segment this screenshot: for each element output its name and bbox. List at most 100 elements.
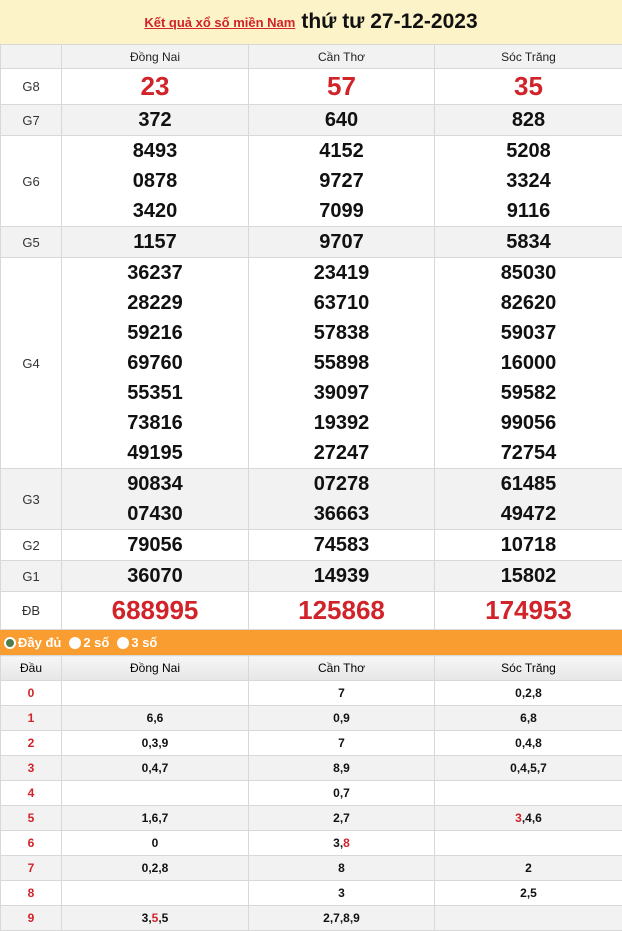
prize-label: G4 [1, 258, 62, 469]
prize-cell: 79056 [62, 530, 249, 561]
loto-cell: 2,7 [249, 806, 435, 831]
loto-cell [435, 906, 622, 931]
prize-number: 63710 [249, 288, 434, 318]
prize-number: 7099 [249, 196, 434, 226]
prize-number: 69760 [62, 348, 248, 378]
loto-digits: 0,2,8 [515, 686, 542, 700]
prize-number: 59216 [62, 318, 248, 348]
prize-number: 36237 [62, 258, 248, 288]
loto-digits: ,4,6 [522, 811, 542, 825]
prize-cell: 14939 [249, 561, 435, 592]
loto-cell [435, 831, 622, 856]
prize-number: 16000 [435, 348, 622, 378]
filter-label: Đầy đủ [18, 635, 61, 650]
loto-cell: 2,7,8,9 [249, 906, 435, 931]
head-digit: 9 [1, 906, 62, 931]
loto-digits: 3, [142, 911, 152, 925]
prize-number: 55898 [249, 348, 434, 378]
loto-cell: 0,4,5,7 [435, 756, 622, 781]
loto-cell [62, 881, 249, 906]
prize-cell: 15802 [435, 561, 622, 592]
prize-number: 36070 [62, 561, 248, 591]
prize-number: 85030 [435, 258, 622, 288]
radio-icon[interactable] [69, 637, 81, 649]
prize-number: 55351 [62, 378, 248, 408]
prize-label: ĐB [1, 592, 62, 630]
province-header[interactable]: Đồng Nai [62, 45, 249, 69]
head-digit: 6 [1, 831, 62, 856]
province-header[interactable]: Sóc Trăng [435, 45, 622, 69]
prize-cell: 5834 [435, 227, 622, 258]
loto-digits: 0,4,8 [515, 736, 542, 750]
prize-cell: 828 [435, 105, 622, 136]
loto-digits: 2,7,8,9 [323, 911, 360, 925]
prize-number: 72754 [435, 438, 622, 468]
prize-cell: 10718 [435, 530, 622, 561]
radio-icon[interactable] [4, 637, 16, 649]
prize-number: 23 [62, 69, 248, 104]
loto-digits: 6,8 [520, 711, 537, 725]
loto-filter-bar: Đầy đủ 2 số 3 số [0, 630, 622, 655]
radio-icon[interactable] [117, 637, 129, 649]
head-digit: 0 [1, 681, 62, 706]
head-digit: 2 [1, 731, 62, 756]
prize-number: 79056 [62, 530, 248, 560]
loto-digits: 0,4,7 [142, 761, 169, 775]
prize-number: 3420 [62, 196, 248, 226]
results-link[interactable]: Kết quả xổ số miền Nam [144, 15, 295, 30]
loto-cell: 7 [249, 681, 435, 706]
province-header: Đồng Nai [62, 656, 249, 681]
prize-number: 07278 [249, 469, 434, 499]
prize-cell: 688995 [62, 592, 249, 630]
loto-cell: 3,8 [249, 831, 435, 856]
loto-cell: 8 [249, 856, 435, 881]
loto-digits: 7 [338, 736, 345, 750]
loto-cell: 0 [62, 831, 249, 856]
prize-number: 39097 [249, 378, 434, 408]
filter-3-digits[interactable]: 3 số [117, 635, 157, 650]
loto-cell: 0,4,8 [435, 731, 622, 756]
loto-cell: 8,9 [249, 756, 435, 781]
prize-number: 9707 [249, 227, 434, 257]
prize-number: 73816 [62, 408, 248, 438]
prize-number: 828 [435, 105, 622, 135]
prize-number: 82620 [435, 288, 622, 318]
loto-digits: 8 [343, 836, 350, 850]
loto-digits: 3 [338, 886, 345, 900]
prize-number: 28229 [62, 288, 248, 318]
loto-digits: 7 [338, 686, 345, 700]
province-header[interactable]: Cần Thơ [249, 45, 435, 69]
prize-cell: 57 [249, 69, 435, 105]
prize-number: 9727 [249, 166, 434, 196]
loto-digits: 0,9 [333, 711, 350, 725]
prize-number: 49195 [62, 438, 248, 468]
prize-number: 4152 [249, 136, 434, 166]
head-digit: 3 [1, 756, 62, 781]
prize-number: 174953 [435, 592, 622, 629]
prize-number: 0878 [62, 166, 248, 196]
loto-cell: 0,2,8 [62, 856, 249, 881]
prize-number: 57838 [249, 318, 434, 348]
filter-2-digits[interactable]: 2 số [69, 635, 109, 650]
prize-number: 90834 [62, 469, 248, 499]
loto-cell: 6,6 [62, 706, 249, 731]
filter-full[interactable]: Đầy đủ [4, 635, 61, 650]
prize-label: G1 [1, 561, 62, 592]
prize-number: 07430 [62, 499, 248, 529]
